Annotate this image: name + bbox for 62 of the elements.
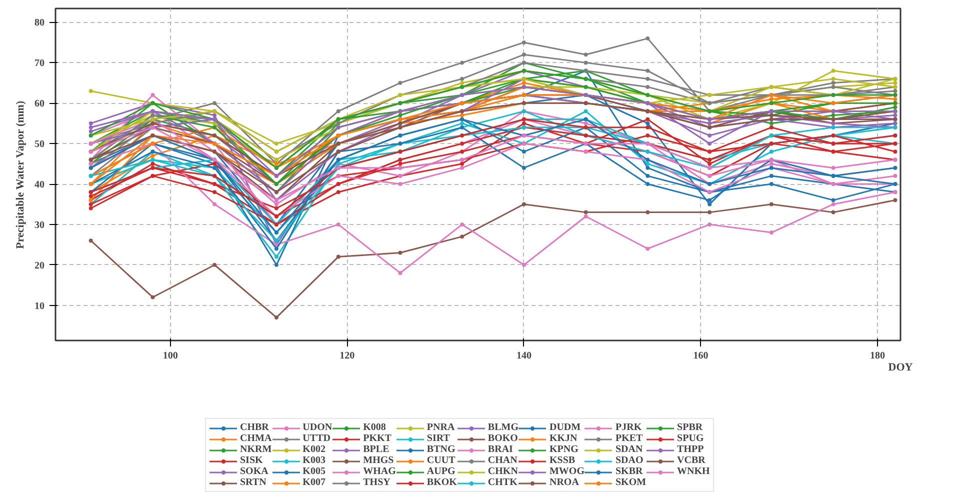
legend-label: CHTK	[488, 477, 518, 488]
legend-label: SISK	[240, 455, 263, 466]
x-tick-label: 120	[340, 350, 355, 362]
y-tick-label: 20	[34, 260, 44, 272]
legend-label: PNRA	[426, 422, 455, 433]
legend-label: DUDM	[549, 422, 581, 433]
legend-label: WNKH	[677, 466, 710, 477]
legend-label: CHAN	[488, 455, 518, 466]
legend-label: KPNG	[549, 444, 578, 455]
legend-label: WHAG	[363, 466, 396, 477]
legend-label: UTTD	[302, 433, 330, 444]
legend-label: MHGS	[363, 455, 394, 466]
y-tick-label: 60	[34, 98, 44, 110]
y-axis-title: Precipitable Water Vapor (mm)	[14, 100, 26, 249]
legend-label: K002	[302, 444, 326, 455]
x-tick-label: 100	[162, 350, 178, 362]
legend-label: PKET	[615, 433, 643, 444]
legend-label: BTNG	[426, 444, 456, 455]
legend-label: CUUT	[426, 455, 456, 466]
legend-label: CHBR	[240, 422, 269, 433]
legend-label: SKBR	[615, 466, 643, 477]
legend-label: K007	[302, 477, 326, 488]
legend-label: NKRM	[240, 444, 272, 455]
legend-label: BLMG	[488, 422, 518, 433]
x-tick-label: 180	[870, 350, 886, 362]
legend-label: PJRK	[615, 422, 642, 433]
legend-label: PKKT	[363, 433, 392, 444]
legend-label: K008	[363, 422, 386, 433]
legend-label: KSSB	[549, 455, 576, 466]
legend-label: BRAI	[488, 444, 513, 455]
legend-label: SOKA	[240, 466, 268, 477]
legend-label: BOKO	[488, 433, 518, 444]
x-tick-label: 140	[516, 350, 532, 362]
legend-label: SDAO	[615, 455, 644, 466]
legend-label: SIRT	[426, 433, 450, 444]
legend-label: BKOK	[426, 477, 457, 488]
y-tick-label: 80	[34, 18, 44, 29]
legend-label: KKJN	[549, 433, 578, 444]
legend-label: THSY	[363, 477, 390, 488]
legend-label: VCBR	[677, 455, 706, 466]
legend-label: SPBR	[677, 422, 703, 433]
legend-label: SRTN	[240, 477, 266, 488]
y-tick-label: 70	[34, 58, 44, 70]
legend-label: CHMA	[240, 433, 272, 444]
y-tick-label: 30	[34, 220, 44, 231]
y-tick-label: 10	[34, 300, 44, 312]
legend-label: K005	[302, 466, 326, 477]
legend-label: THPP	[677, 444, 704, 455]
y-tick-label: 50	[34, 139, 44, 150]
legend-label: MWOG	[549, 466, 584, 477]
legend-label: AUPG	[426, 466, 456, 477]
legend-label: K003	[302, 455, 326, 466]
legend-label: UDON	[302, 422, 332, 433]
legend-label: SKOM	[615, 477, 646, 488]
y-tick-label: 40	[34, 180, 44, 191]
x-axis-title: DOY	[888, 362, 913, 374]
legend-label: SPUG	[677, 433, 704, 444]
legend-label: CHKN	[488, 466, 518, 477]
legend-label: SDAN	[615, 444, 643, 455]
legend-label: BPLE	[363, 444, 390, 455]
x-tick-label: 160	[693, 350, 708, 362]
legend-label: NROA	[549, 477, 579, 488]
